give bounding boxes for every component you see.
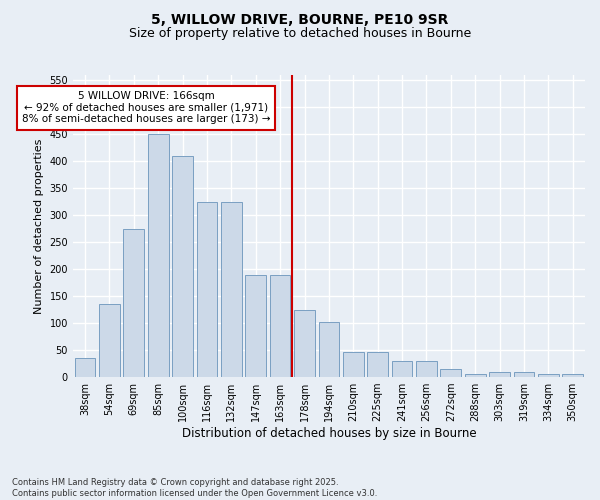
Bar [538,374,559,377]
Bar [343,352,364,377]
Bar [392,361,412,377]
Bar [514,372,535,377]
Bar [489,372,510,377]
Bar [245,274,266,377]
Text: 5, WILLOW DRIVE, BOURNE, PE10 9SR: 5, WILLOW DRIVE, BOURNE, PE10 9SR [151,12,449,26]
Text: Contains HM Land Registry data © Crown copyright and database right 2025.
Contai: Contains HM Land Registry data © Crown c… [12,478,377,498]
Bar [124,228,144,377]
X-axis label: Distribution of detached houses by size in Bourne: Distribution of detached houses by size … [182,427,476,440]
Bar [465,374,485,377]
Bar [270,274,290,377]
Bar [319,322,339,377]
Text: 5 WILLOW DRIVE: 166sqm
← 92% of detached houses are smaller (1,971)
8% of semi-d: 5 WILLOW DRIVE: 166sqm ← 92% of detached… [22,91,270,124]
Text: Size of property relative to detached houses in Bourne: Size of property relative to detached ho… [129,28,471,40]
Bar [74,358,95,377]
Y-axis label: Number of detached properties: Number of detached properties [34,138,44,314]
Bar [562,374,583,377]
Bar [172,156,193,377]
Bar [197,202,217,377]
Bar [294,310,315,377]
Bar [440,369,461,377]
Bar [416,361,437,377]
Bar [221,202,242,377]
Bar [148,134,169,377]
Bar [367,352,388,377]
Bar [99,304,120,377]
